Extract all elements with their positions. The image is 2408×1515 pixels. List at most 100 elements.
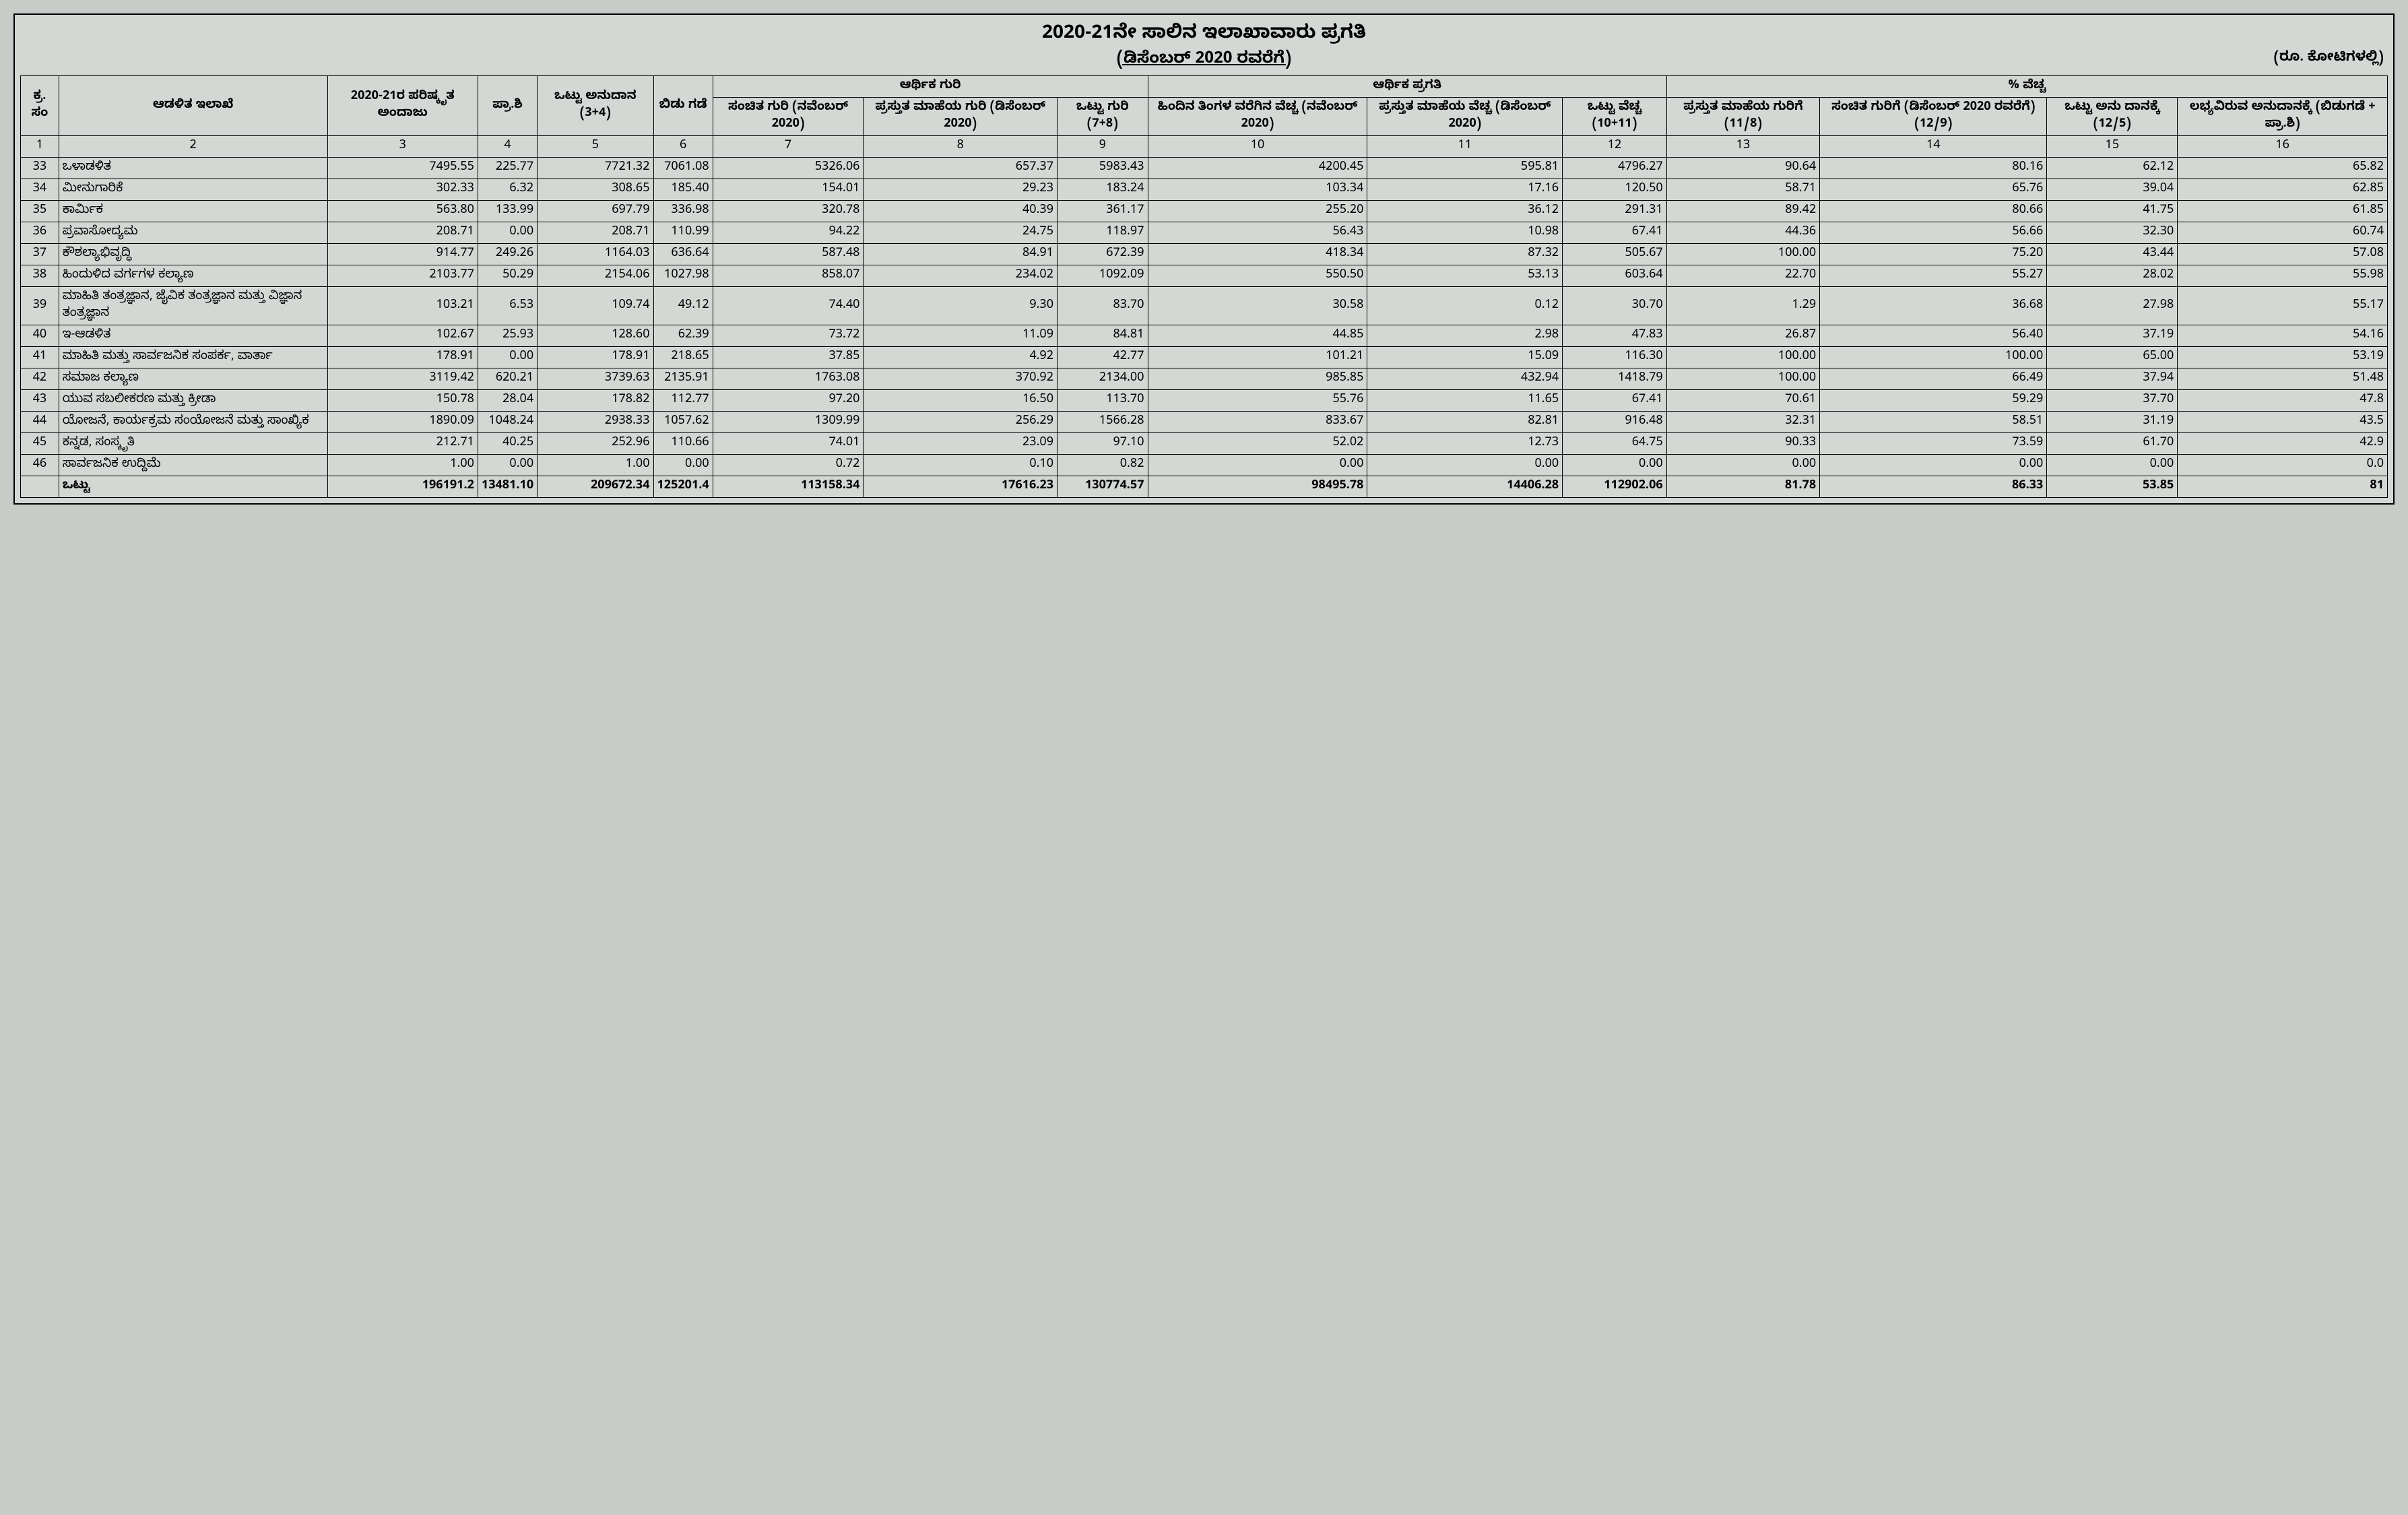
cell-value: 113.70 — [1057, 390, 1148, 412]
cell-value: 65.82 — [2178, 158, 2388, 179]
cell-value: 113158.34 — [713, 476, 864, 498]
cell-value: 40.39 — [864, 201, 1057, 222]
cell-value: 1763.08 — [713, 368, 864, 390]
cell-dept: ಕೌಶಲ್ಯಾಭಿವೃದ್ಧಿ — [59, 244, 327, 265]
cell-value: 36.12 — [1367, 201, 1563, 222]
cell-value: 66.49 — [1820, 368, 2047, 390]
cell-value: 657.37 — [864, 158, 1057, 179]
cell-value: 89.42 — [1666, 201, 1819, 222]
cell-value: 178.91 — [538, 347, 653, 368]
col-6: ಬಿಡು ಗಡೆ — [653, 76, 713, 136]
cell-dept: ಕಾರ್ಮಿಕ — [59, 201, 327, 222]
cell-value: 100.00 — [1666, 368, 1819, 390]
report-page: 2020-21ನೇ ಸಾಲಿನ ಇಲಾಖಾವಾರು ಪ್ರಗತಿ (ಡಿಸೆಂಬ… — [13, 13, 2395, 505]
cell-value: 30.58 — [1148, 287, 1367, 325]
cell-value: 130774.57 — [1057, 476, 1148, 498]
cell-value: 31.19 — [2047, 412, 2178, 433]
cell-value: 97.10 — [1057, 433, 1148, 455]
cell-dept: ಮಾಹಿತಿ ಮತ್ತು ಸಾರ್ವಜನಿಕ ಸಂಪರ್ಕ, ವಾರ್ತಾ — [59, 347, 327, 368]
group-target: ಆರ್ಥಿಕ ಗುರಿ — [713, 76, 1148, 98]
cell-value: 308.65 — [538, 179, 653, 201]
table-row: 35ಕಾರ್ಮಿಕ563.80133.99697.79336.98320.784… — [21, 201, 2388, 222]
cell-value: 74.40 — [713, 287, 864, 325]
cell-value: 80.66 — [1820, 201, 2047, 222]
table-row: 33ಒಳಾಡಳಿತ7495.55225.777721.327061.085326… — [21, 158, 2388, 179]
progress-table: ಕ್ರ. ಸಂ ಆಡಳಿತ ಇಲಾಖೆ 2020-21ರ ಪರಿಷ್ಕೃತ ಅಂ… — [20, 75, 2388, 498]
cell-value: 249.26 — [478, 244, 537, 265]
cell-value: 41.75 — [2047, 201, 2178, 222]
cell-value: 914.77 — [327, 244, 478, 265]
cell-value: 37.19 — [2047, 325, 2178, 347]
total-row: ಒಟ್ಟು196191.213481.10209672.34125201.411… — [21, 476, 2388, 498]
cell-value: 11.09 — [864, 325, 1057, 347]
colnum: 11 — [1367, 136, 1563, 158]
group-progress: ಆರ್ಥಿಕ ಪ್ರಗತಿ — [1148, 76, 1666, 98]
cell-value: 1.00 — [327, 455, 478, 476]
cell-sl: 35 — [21, 201, 59, 222]
cell-value: 1164.03 — [538, 244, 653, 265]
cell-value: 50.29 — [478, 265, 537, 287]
cell-sl: 44 — [21, 412, 59, 433]
cell-value: 2154.06 — [538, 265, 653, 287]
cell-dept: ಯೋಜನೆ, ಕಾರ್ಯಕ್ರಮ ಸಂಯೋಜನೆ ಮತ್ತು ಸಾಂಖ್ಯಿಕ — [59, 412, 327, 433]
colnum: 9 — [1057, 136, 1148, 158]
cell-value: 291.31 — [1563, 201, 1667, 222]
colnum: 14 — [1820, 136, 2047, 158]
cell-value: 587.48 — [713, 244, 864, 265]
cell-value: 636.64 — [653, 244, 713, 265]
cell-value: 109.74 — [538, 287, 653, 325]
cell-value: 17616.23 — [864, 476, 1057, 498]
cell-value: 0.00 — [1367, 455, 1563, 476]
cell-sl: 38 — [21, 265, 59, 287]
cell-value: 57.08 — [2178, 244, 2388, 265]
cell-value: 58.71 — [1666, 179, 1819, 201]
cell-value: 112.77 — [653, 390, 713, 412]
cell-value: 985.85 — [1148, 368, 1367, 390]
page-title: 2020-21ನೇ ಸಾಲಿನ ಇಲಾಖಾವಾರು ಪ್ರಗತಿ — [20, 23, 2388, 49]
cell-sl: 40 — [21, 325, 59, 347]
cell-value: 5983.43 — [1057, 158, 1148, 179]
cell-value: 255.20 — [1148, 201, 1367, 222]
cell-value: 102.67 — [327, 325, 478, 347]
cell-value: 90.64 — [1666, 158, 1819, 179]
cell-value: 13481.10 — [478, 476, 537, 498]
cell-value: 2135.91 — [653, 368, 713, 390]
cell-dept: ಹಿಂದುಳಿದ ವರ್ಗಗಳ ಕಲ್ಯಾಣ — [59, 265, 327, 287]
cell-value: 6.53 — [478, 287, 537, 325]
cell-dept: ಸಾರ್ವಜನಿಕ ಉದ್ದಿಮೆ — [59, 455, 327, 476]
cell-value: 0.0 — [2178, 455, 2388, 476]
cell-value: 61.70 — [2047, 433, 2178, 455]
cell-value: 0.00 — [2047, 455, 2178, 476]
colnum: 10 — [1148, 136, 1367, 158]
cell-value: 55.76 — [1148, 390, 1367, 412]
table-body: 33ಒಳಾಡಳಿತ7495.55225.777721.327061.085326… — [21, 158, 2388, 498]
cell-value: 116.30 — [1563, 347, 1667, 368]
cell-value: 1.29 — [1666, 287, 1819, 325]
col-5: ಒಟ್ಟು ಅನುದಾನ (3+4) — [538, 76, 653, 136]
cell-value: 62.85 — [2178, 179, 2388, 201]
table-row: 44ಯೋಜನೆ, ಕಾರ್ಯಕ್ರಮ ಸಂಯೋಜನೆ ಮತ್ತು ಸಾಂಖ್ಯಿ… — [21, 412, 2388, 433]
cell-value: 252.96 — [538, 433, 653, 455]
cell-value: 52.02 — [1148, 433, 1367, 455]
cell-value: 87.32 — [1367, 244, 1563, 265]
cell-value: 81 — [2178, 476, 2388, 498]
col-4: ಪ್ರಾ.ಶಿ — [478, 76, 537, 136]
cell-value: 4796.27 — [1563, 158, 1667, 179]
cell-value: 595.81 — [1367, 158, 1563, 179]
cell-value: 110.99 — [653, 222, 713, 244]
cell-value: 302.33 — [327, 179, 478, 201]
col-12: ಒಟ್ಟು ವೆಚ್ಚ (10+11) — [1563, 98, 1667, 136]
cell-value: 100.00 — [1666, 244, 1819, 265]
cell-value: 178.91 — [327, 347, 478, 368]
cell-value: 61.85 — [2178, 201, 2388, 222]
cell-value: 73.59 — [1820, 433, 2047, 455]
cell-value: 0.82 — [1057, 455, 1148, 476]
cell-value: 0.00 — [478, 347, 537, 368]
cell-value: 103.21 — [327, 287, 478, 325]
cell-dept: ಒಳಾಡಳಿತ — [59, 158, 327, 179]
cell-value: 218.65 — [653, 347, 713, 368]
cell-value: 75.20 — [1820, 244, 2047, 265]
cell-value: 0.00 — [1148, 455, 1367, 476]
cell-value: 858.07 — [713, 265, 864, 287]
cell-value: 23.09 — [864, 433, 1057, 455]
